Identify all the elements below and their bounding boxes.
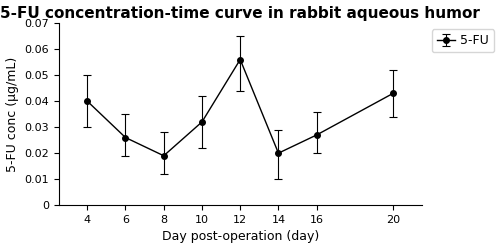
Title: 5-FU concentration-time curve in rabbit aqueous humor: 5-FU concentration-time curve in rabbit …: [0, 5, 480, 21]
Y-axis label: 5-FU conc (μg/mL): 5-FU conc (μg/mL): [6, 57, 18, 172]
Legend: 5-FU: 5-FU: [432, 29, 494, 52]
X-axis label: Day post-operation (day): Day post-operation (day): [162, 230, 319, 244]
